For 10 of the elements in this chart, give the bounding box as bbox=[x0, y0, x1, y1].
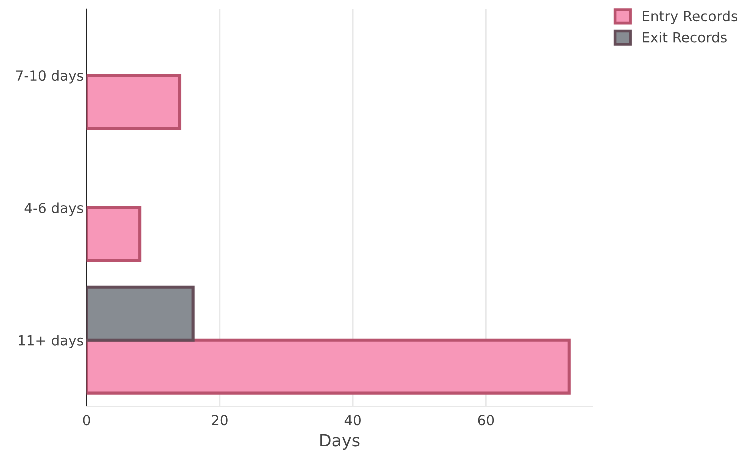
x-tick-label: 0 bbox=[83, 415, 90, 426]
y-tick-label: 4-6 days bbox=[24, 202, 84, 216]
y-tick-label: 7-10 days bbox=[16, 70, 84, 84]
x-tick-label: 40 bbox=[344, 415, 361, 426]
y-tick-label: 11+ days bbox=[19, 335, 84, 349]
x-tick-label: 60 bbox=[478, 415, 494, 426]
x-axis-title: Days bbox=[320, 434, 360, 450]
x-tick-label: 20 bbox=[212, 415, 228, 426]
legend-label: Exit Records bbox=[643, 32, 727, 43]
legend-label: Entry Records bbox=[643, 10, 738, 24]
